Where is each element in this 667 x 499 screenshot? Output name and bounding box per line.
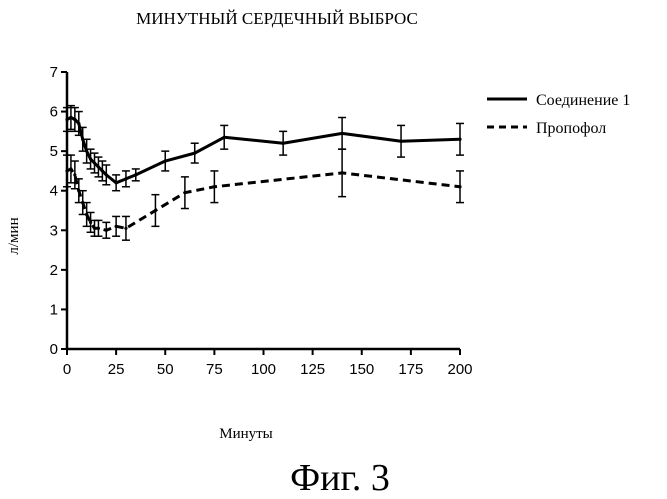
data-point bbox=[105, 173, 108, 176]
data-point bbox=[458, 185, 461, 188]
data-point bbox=[134, 173, 137, 176]
data-point bbox=[223, 136, 226, 139]
figure-caption: Фиг. 3 bbox=[290, 457, 390, 499]
data-point bbox=[93, 161, 96, 164]
series-1 bbox=[63, 106, 464, 191]
y-tick-label: 0 bbox=[50, 341, 58, 358]
data-point bbox=[93, 227, 96, 230]
x-tick-label: 0 bbox=[63, 361, 71, 378]
data-point bbox=[213, 185, 216, 188]
data-point bbox=[124, 227, 127, 230]
data-point bbox=[154, 209, 157, 212]
y-tick-label: 4 bbox=[50, 183, 58, 200]
y-tick-label: 3 bbox=[50, 222, 58, 239]
y-tick-label: 6 bbox=[50, 104, 58, 121]
data-point bbox=[69, 116, 72, 119]
data-point bbox=[73, 173, 76, 176]
x-axis-label: Минуты bbox=[219, 426, 273, 442]
data-point bbox=[77, 122, 80, 125]
x-tick-label: 100 bbox=[251, 361, 276, 378]
chart-axes: 0 1 2 3 4 5 6 7 0 25 50 75 100 125 150 175 200 bbox=[50, 64, 473, 378]
data-point bbox=[65, 169, 68, 172]
data-point bbox=[341, 171, 344, 174]
chart-title: МИНУТНЫЙ СЕРДЕЧНЫЙ ВЫБРОС bbox=[136, 9, 418, 28]
data-point bbox=[105, 229, 108, 232]
data-point bbox=[164, 159, 167, 162]
x-tick-label: 125 bbox=[300, 361, 325, 378]
data-point bbox=[341, 132, 344, 135]
x-tick-label: 175 bbox=[398, 361, 423, 378]
x-tick-label: 200 bbox=[447, 361, 472, 378]
data-point bbox=[85, 150, 88, 153]
series-layer bbox=[63, 106, 464, 241]
data-point bbox=[73, 118, 76, 121]
data-point bbox=[97, 165, 100, 168]
data-point bbox=[399, 140, 402, 143]
legend-label-series-1: Соединение 1 bbox=[536, 92, 630, 109]
data-point bbox=[101, 169, 104, 172]
x-tick-label: 50 bbox=[157, 361, 174, 378]
y-tick-label: 5 bbox=[50, 143, 58, 160]
series-2 bbox=[63, 149, 464, 240]
y-axis-label: л/мин bbox=[6, 217, 22, 254]
legend: Соединение 1 Пропофол bbox=[487, 92, 630, 137]
data-point bbox=[183, 191, 186, 194]
data-point bbox=[115, 181, 118, 184]
legend-label-series-2: Пропофол bbox=[536, 120, 606, 137]
y-tick-label: 1 bbox=[50, 301, 58, 318]
data-point bbox=[124, 177, 127, 180]
data-point bbox=[65, 118, 68, 121]
data-point bbox=[97, 227, 100, 230]
x-tick-label: 25 bbox=[108, 361, 125, 378]
data-point bbox=[115, 225, 118, 228]
y-tick-label: 7 bbox=[50, 64, 58, 81]
data-point bbox=[193, 152, 196, 155]
x-tick-label: 75 bbox=[206, 361, 223, 378]
data-point bbox=[458, 138, 461, 141]
data-point bbox=[85, 213, 88, 216]
x-tick-label: 150 bbox=[349, 361, 374, 378]
data-point bbox=[89, 221, 92, 224]
data-point bbox=[282, 142, 285, 145]
y-tick-label: 2 bbox=[50, 262, 58, 279]
data-point bbox=[69, 167, 72, 170]
data-point bbox=[89, 157, 92, 160]
